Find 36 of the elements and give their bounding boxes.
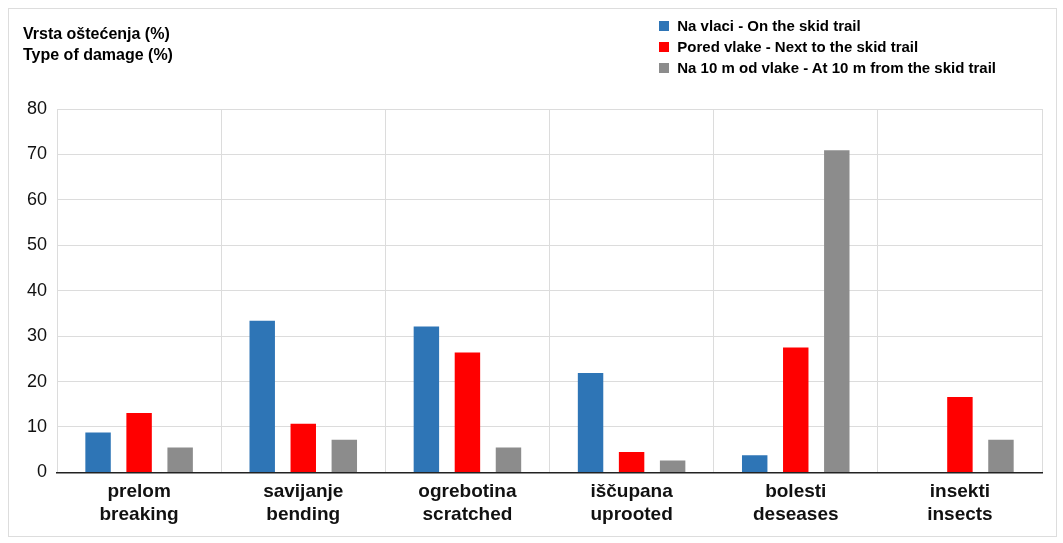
bar	[249, 320, 275, 472]
bar	[988, 439, 1014, 472]
bar	[618, 451, 645, 472]
y-tick-label: 70	[26, 143, 48, 164]
bar	[413, 326, 440, 472]
bar	[577, 372, 604, 472]
bar	[331, 439, 358, 472]
bar	[126, 412, 152, 472]
bar	[495, 447, 522, 472]
legend-label: Na 10 m od vlake - At 10 m from the skid trail	[676, 58, 996, 78]
bar	[741, 455, 768, 472]
y-tick-label: 50	[26, 234, 48, 255]
y-tick-label: 80	[26, 97, 48, 118]
y-tick-label: 60	[26, 188, 48, 209]
bar	[659, 460, 686, 472]
bar	[947, 396, 973, 472]
x-tick-label: prelom breaking	[99, 480, 179, 524]
x-tick-label: iščupana uprooted	[590, 480, 674, 524]
bar	[167, 447, 193, 472]
y-axis-title: Vrsta oštećenja (%) Type of damage (%)	[23, 24, 173, 65]
legend-label: Pored vlake - Next to the skid trail	[676, 37, 920, 57]
bar	[454, 352, 481, 472]
y-tick-label: 30	[26, 325, 48, 346]
bar	[85, 432, 111, 472]
legend-label: Na vlaci - On the skid trail	[676, 16, 862, 36]
x-tick-label: ogrebotina scratched	[418, 480, 517, 524]
x-tick-label: bolesti deseases	[752, 480, 839, 524]
x-tick-label: savijanje bending	[263, 480, 344, 524]
y-tick-label: 20	[26, 370, 48, 391]
bar	[290, 423, 316, 472]
y-tick-label: 40	[26, 279, 48, 300]
y-tick-label: 0	[37, 461, 48, 482]
bar	[783, 347, 809, 472]
bar	[824, 150, 850, 472]
y-tick-label: 10	[26, 415, 48, 436]
x-tick-label: insekti insects	[927, 480, 993, 524]
